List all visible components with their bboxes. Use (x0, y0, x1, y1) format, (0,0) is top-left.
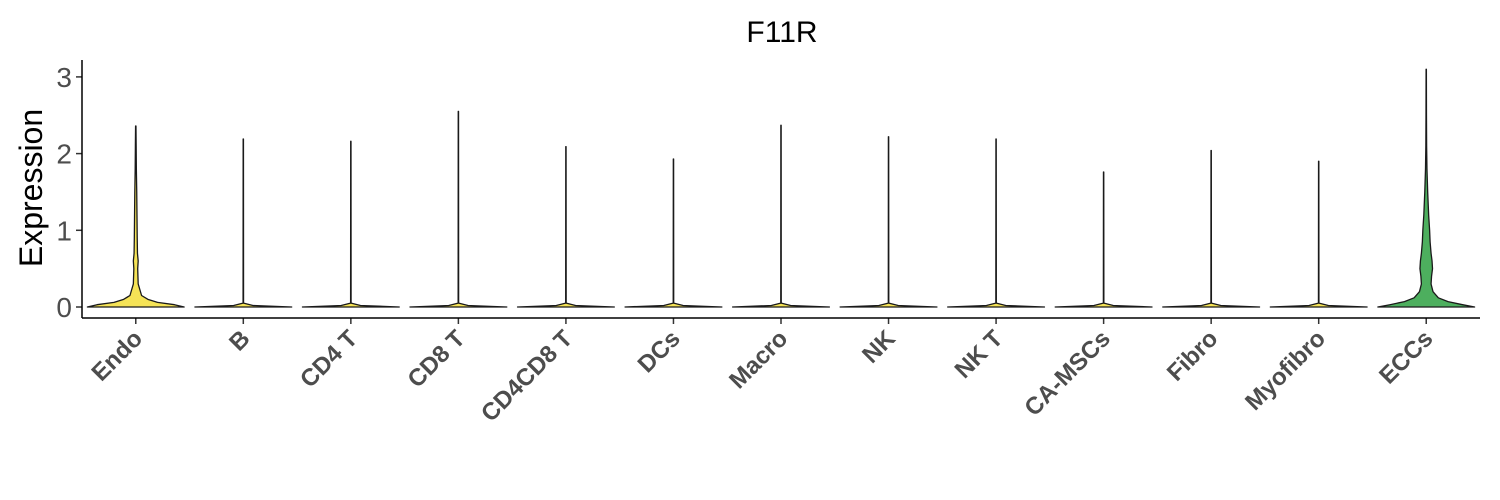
x-tick-label: CA-MSCs (1019, 325, 1115, 421)
x-axis-ticks: Endo B CD4 T CD8 T CD4CD8 T DCs Macro NK NK T CA-… (86, 318, 1438, 427)
violin-group (86, 68, 1476, 308)
x-tick-label: CD8 T (403, 325, 471, 393)
violin-dcs (624, 158, 723, 308)
violin-eccs (1377, 68, 1476, 308)
violin-nk-t (947, 138, 1046, 308)
violin-nk (839, 136, 938, 308)
violin-ca-mscs (1054, 171, 1153, 308)
violin-cd8-t (409, 110, 508, 308)
y-tick-label: 1 (56, 215, 72, 246)
x-tick-label: CD4 T (295, 325, 363, 393)
y-tick-label: 0 (56, 292, 72, 323)
x-tick-label: ECCs (1374, 325, 1438, 389)
x-tick-label: NK (857, 325, 901, 369)
x-tick-label: Macro (724, 325, 793, 394)
y-axis-ticks: 0 1 2 3 (56, 62, 82, 323)
x-tick-label: CD4CD8 T (476, 325, 578, 427)
y-axis-label: Expression (13, 109, 49, 267)
y-tick-label: 2 (56, 139, 72, 170)
x-tick-label: Fibro (1162, 325, 1224, 387)
violin-endo (86, 125, 185, 308)
x-tick-label: Endo (86, 325, 148, 387)
violin-myofibro (1269, 160, 1368, 308)
chart-title: F11R (746, 16, 817, 49)
x-tick-label: Myofibro (1240, 325, 1331, 416)
violin-macro (731, 124, 831, 308)
y-tick-label: 3 (56, 62, 72, 93)
violin-cd4cd8-t (516, 146, 615, 308)
x-tick-label: DCs (633, 325, 686, 378)
violin-cd4-t (301, 140, 400, 308)
x-tick-label: NK T (950, 325, 1009, 384)
violin-b (194, 138, 293, 308)
violin-fibro (1162, 149, 1261, 308)
x-tick-label: B (224, 325, 255, 356)
